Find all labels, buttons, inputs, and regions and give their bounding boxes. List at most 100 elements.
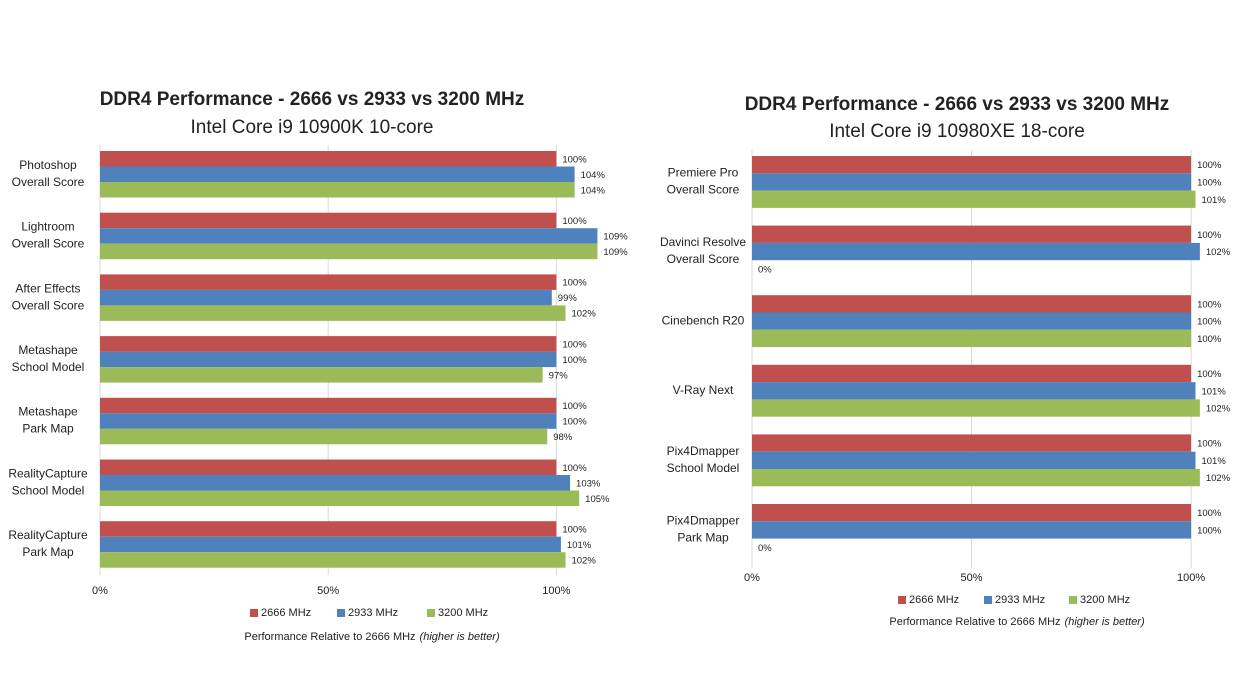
value-label: 100%: [562, 154, 587, 165]
bar: [752, 399, 1200, 417]
bar: [752, 451, 1196, 469]
value-label: 100%: [1197, 177, 1222, 188]
legend-label: 2933 MHz: [348, 607, 398, 619]
category-label: RealityCapture: [8, 466, 88, 480]
bar: [752, 242, 1200, 261]
value-label: 100%: [562, 417, 587, 428]
category-label: Park Map: [22, 422, 74, 436]
value-label: 102%: [571, 555, 596, 566]
legend-swatch: [898, 596, 906, 604]
value-label: 100%: [562, 278, 587, 289]
category-label: Overall Score: [667, 183, 740, 197]
bar: [100, 459, 557, 475]
value-label: 102%: [571, 309, 596, 320]
value-label: 104%: [581, 170, 606, 181]
bar: [100, 413, 557, 429]
category-label: Cinebench R20: [662, 313, 745, 327]
bar: [752, 382, 1196, 400]
x-tick-label: 0%: [744, 572, 760, 584]
bar: [100, 182, 575, 198]
value-label: 103%: [576, 478, 601, 489]
legend-label: 2666 MHz: [261, 607, 311, 619]
legend-swatch: [337, 609, 345, 617]
category-label: Metashape: [18, 405, 78, 419]
value-label: 100%: [562, 524, 587, 535]
value-label: 102%: [1206, 404, 1231, 415]
value-label: 102%: [1206, 247, 1231, 258]
x-tick-label: 50%: [317, 585, 339, 597]
category-label: Premiere Pro: [668, 166, 739, 180]
x-tick-label: 0%: [92, 585, 108, 597]
legend-swatch: [250, 609, 258, 617]
category-label: Park Map: [677, 531, 729, 545]
bar: [752, 225, 1192, 243]
value-label: 100%: [1197, 230, 1222, 241]
value-label: 101%: [1201, 386, 1226, 397]
x-axis-label-main: Performance Relative to 2666 MHz: [889, 616, 1060, 628]
value-label: 100%: [1197, 160, 1222, 171]
category-label: Overall Score: [12, 298, 85, 312]
value-label: 100%: [562, 216, 587, 227]
x-tick-label: 100%: [1177, 572, 1205, 584]
bar: [100, 490, 580, 506]
value-label: 100%: [1197, 299, 1222, 310]
value-label: 101%: [567, 540, 592, 551]
bar: [100, 212, 557, 229]
x-axis-label-main: Performance Relative to 2666 MHz: [244, 631, 415, 643]
value-label: 100%: [562, 401, 587, 412]
category-label: Overall Score: [12, 175, 85, 189]
category-label: After Effects: [15, 281, 80, 295]
value-label: 98%: [553, 432, 573, 443]
bar: [100, 305, 566, 321]
bar: [752, 504, 1192, 522]
category-label: Pix4Dmapper: [667, 514, 740, 528]
bar: [100, 521, 557, 537]
value-label: 109%: [603, 231, 628, 242]
category-label: Overall Score: [667, 252, 740, 266]
value-label: 0%: [758, 543, 772, 554]
bar: [752, 190, 1196, 208]
bar: [100, 228, 598, 244]
value-label: 101%: [1201, 195, 1226, 206]
bar: [100, 274, 557, 290]
bar: [752, 364, 1192, 383]
x-axis-label-note: (higher is better): [1065, 616, 1145, 628]
bar: [752, 434, 1192, 452]
x-axis-label: Performance Relative to 2666 MHz (higher …: [889, 616, 1145, 628]
bar: [752, 173, 1192, 191]
value-label: 105%: [585, 494, 610, 505]
value-label: 101%: [1201, 456, 1226, 467]
bar: [100, 289, 552, 306]
legend-label: 2933 MHz: [995, 594, 1045, 606]
legend-swatch: [427, 609, 435, 617]
bar: [100, 552, 566, 568]
chart: DDR4 Performance - 2666 vs 2933 vs 3200 …: [8, 89, 628, 643]
x-axis-label-note: (higher is better): [420, 631, 500, 643]
value-label: 100%: [1197, 334, 1222, 345]
bar: [752, 156, 1192, 174]
bar: [100, 151, 557, 167]
x-tick-label: 100%: [542, 585, 570, 597]
category-label: Metashape: [18, 343, 78, 357]
chart: DDR4 Performance - 2666 vs 2933 vs 3200 …: [660, 94, 1231, 628]
value-label: 100%: [1197, 525, 1222, 536]
bar: [100, 367, 543, 383]
value-label: 104%: [581, 185, 606, 196]
bar: [752, 295, 1192, 313]
bar: [752, 521, 1192, 539]
bar: [100, 428, 548, 445]
bar: [100, 336, 557, 352]
bar: [100, 243, 598, 260]
value-label: 102%: [1206, 473, 1231, 484]
legend-swatch: [1069, 596, 1077, 604]
bar: [100, 166, 575, 182]
bar: [752, 329, 1192, 348]
legend-swatch: [984, 596, 992, 604]
value-label: 100%: [1197, 317, 1222, 328]
category-label: Park Map: [22, 545, 74, 559]
bar: [100, 397, 557, 414]
value-label: 100%: [562, 355, 587, 366]
chart-title: DDR4 Performance - 2666 vs 2933 vs 3200 …: [745, 94, 1170, 115]
x-axis-label: Performance Relative to 2666 MHz (higher …: [244, 631, 500, 643]
